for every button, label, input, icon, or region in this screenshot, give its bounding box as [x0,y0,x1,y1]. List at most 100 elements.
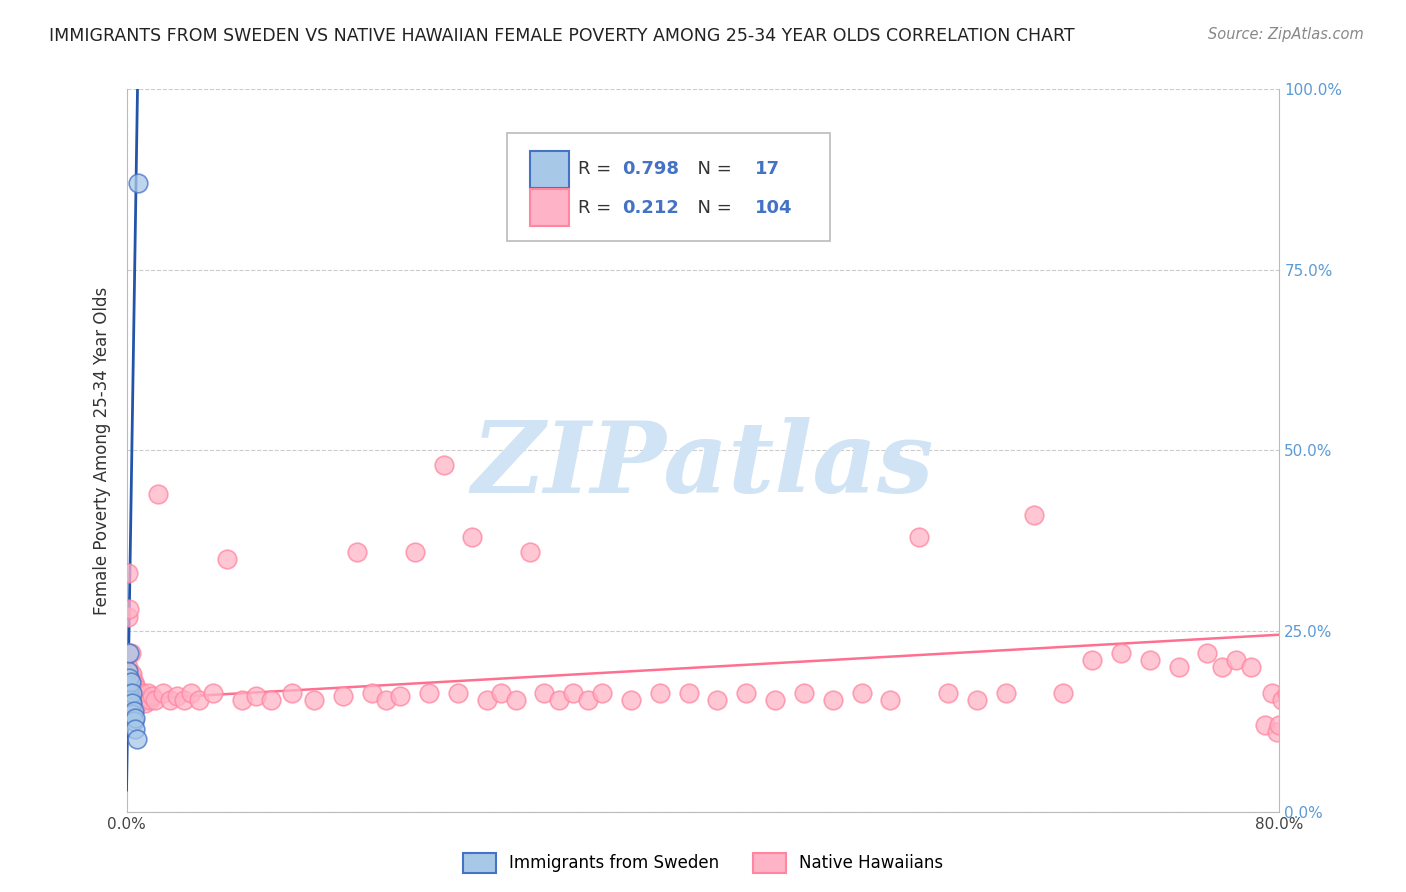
Point [127,176,149,190]
Point [118,685,141,699]
Point [187,692,209,706]
Point [152,685,174,699]
Point [120,646,142,660]
Point [519,544,541,558]
Point [447,685,470,699]
FancyBboxPatch shape [508,133,830,241]
Point [1275,685,1298,699]
Point [118,646,141,660]
Point [620,692,643,706]
Point [1312,739,1334,754]
Point [166,689,188,703]
Point [141,689,163,703]
Point [1282,725,1305,739]
Point [1271,692,1294,706]
Point [259,692,281,706]
Text: 17: 17 [755,161,780,178]
Point [302,692,325,706]
Point [533,685,555,699]
Text: R =: R = [578,161,617,178]
Point [124,689,146,703]
Text: 0.212: 0.212 [623,199,679,217]
Point [117,609,139,624]
Point [117,660,139,674]
Point [346,544,368,558]
Point [120,689,142,703]
Point [173,692,195,706]
Point [118,646,141,660]
Point [491,685,513,699]
Point [1305,725,1327,739]
Point [120,700,142,714]
Point [908,530,931,544]
Point [129,692,152,706]
Point [1289,692,1312,706]
Point [1052,685,1074,699]
Point [648,685,671,699]
Point [128,689,150,703]
Point [1265,725,1288,739]
Point [122,685,145,699]
Point [562,685,585,699]
Point [231,692,253,706]
Point [576,692,599,706]
Point [281,685,304,699]
Point [118,602,141,616]
Point [1319,685,1341,699]
Point [1167,660,1189,674]
Point [433,458,456,472]
Point [121,685,143,699]
Point [374,692,398,706]
Point [994,685,1017,699]
Point [360,685,382,699]
Point [418,685,440,699]
Point [124,696,146,710]
Point [1261,685,1284,699]
Point [121,678,143,692]
Point [966,692,988,706]
Point [125,681,148,696]
Point [1296,685,1319,699]
Point [245,689,267,703]
Point [1211,660,1233,674]
Point [122,704,145,718]
Point [475,692,498,706]
Point [461,530,484,544]
Point [936,685,959,699]
Point [793,685,815,699]
Point [120,681,142,696]
Point [332,689,354,703]
Point [134,696,156,710]
Point [132,692,155,706]
Point [180,685,202,699]
Point [202,685,225,699]
Point [706,692,728,706]
Point [122,674,145,689]
Point [145,692,166,706]
Text: 0.798: 0.798 [623,161,679,178]
Point [1109,646,1132,660]
Point [763,692,786,706]
Point [1139,653,1161,667]
Point [851,685,873,699]
Point [118,674,141,689]
Point [117,664,139,678]
Point [735,685,758,699]
Point [548,692,571,706]
Point [125,692,148,706]
Point [138,692,160,706]
Point [124,711,146,725]
Text: R =: R = [578,199,617,217]
Point [131,685,153,699]
Text: N =: N = [686,199,737,217]
Point [1240,660,1263,674]
Point [1081,653,1104,667]
Text: N =: N = [686,161,737,178]
Point [1268,718,1291,732]
Point [120,667,142,681]
Y-axis label: Female Poverty Among 25-34 Year Olds: Female Poverty Among 25-34 Year Olds [93,286,111,615]
Point [122,714,145,729]
Point [1254,718,1277,732]
Point [118,685,141,699]
Point [159,692,181,706]
